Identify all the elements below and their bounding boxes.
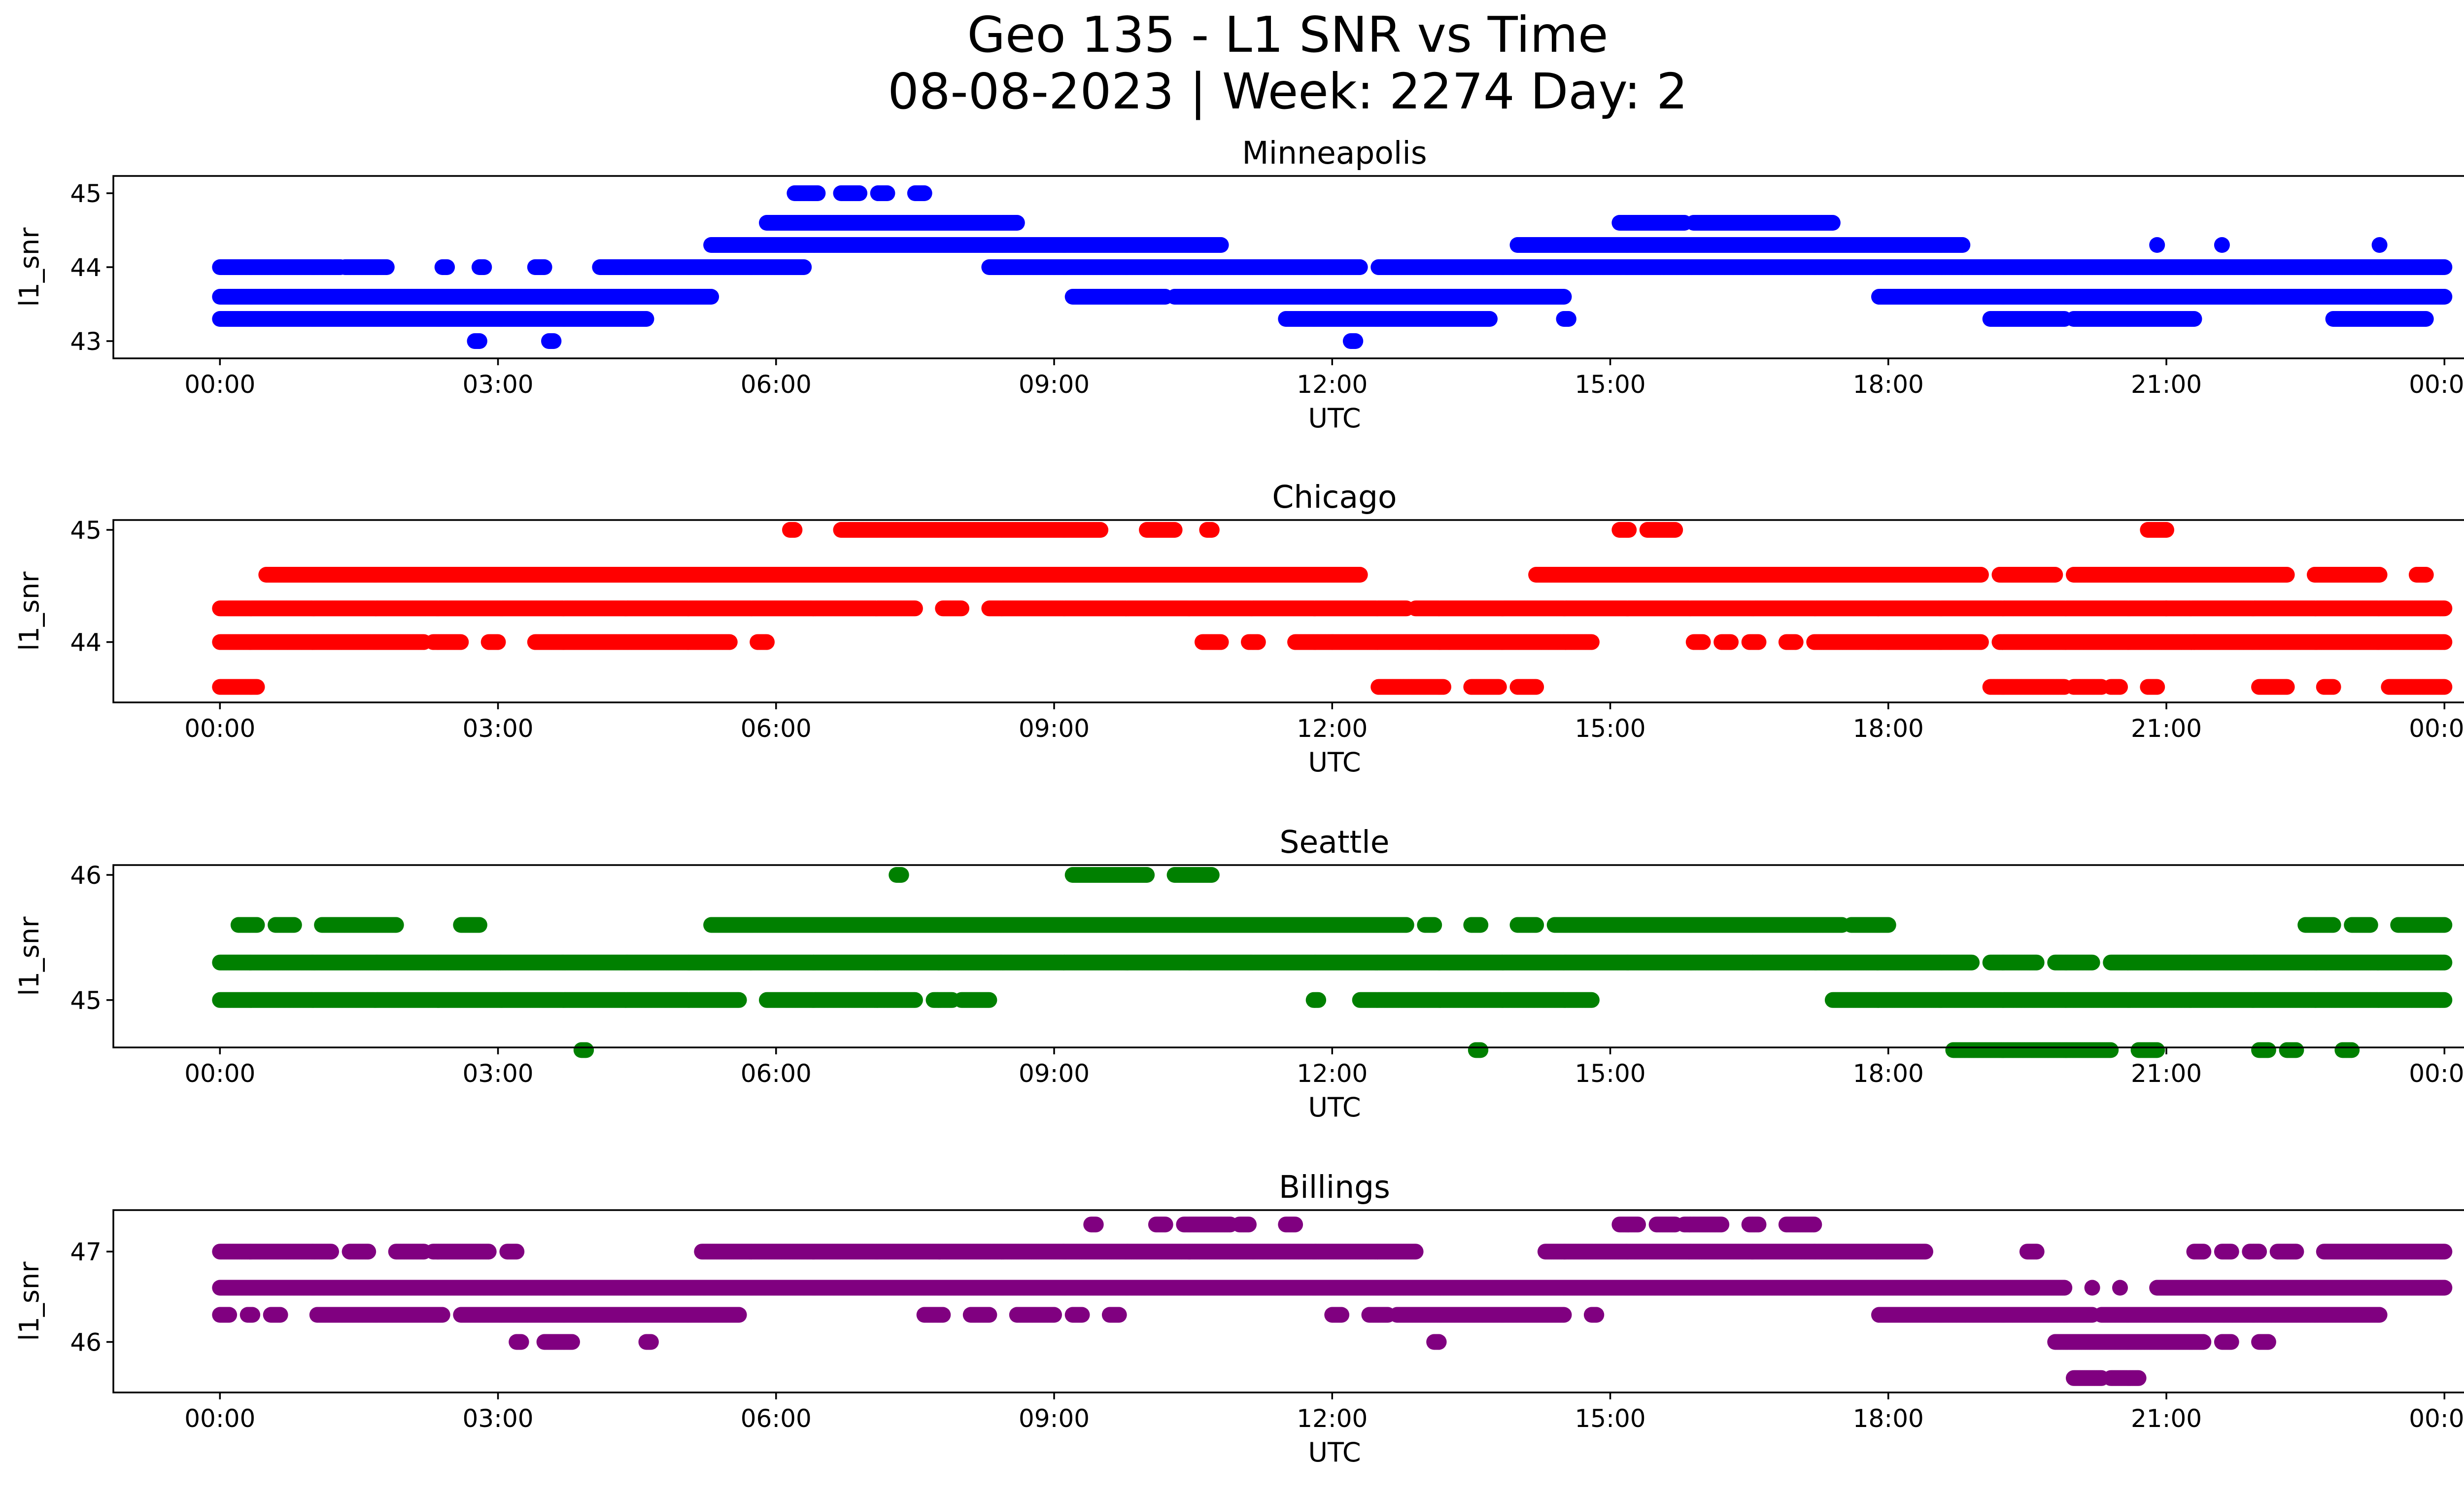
data-point [916, 185, 932, 201]
data-point [1352, 259, 1368, 275]
data-point [1213, 237, 1229, 253]
data-point [536, 259, 552, 275]
data-point [810, 185, 826, 201]
data-point [796, 259, 812, 275]
data-point [703, 289, 719, 305]
data-point [2436, 289, 2453, 305]
data-point [2436, 259, 2453, 275]
figure-title-line2: 08-08-2023 | Week: 2274 Day: 2 [888, 63, 1687, 120]
data-point [638, 311, 654, 327]
data-point [378, 259, 395, 275]
data-point [1009, 215, 1025, 231]
figure-title-line1: Geo 135 - L1 SNR vs Time [967, 6, 1608, 64]
data-point [879, 185, 895, 201]
scatter-points [212, 185, 2453, 349]
data-point [852, 185, 868, 201]
subplot-title: Minneapolis [1242, 135, 1427, 171]
data-point [439, 259, 455, 275]
data-point [476, 259, 492, 275]
data-point [1556, 289, 1572, 305]
data-point [1824, 215, 1841, 231]
data-point [1954, 237, 1971, 253]
data-point [1482, 311, 1498, 327]
data-point [1560, 311, 1576, 327]
